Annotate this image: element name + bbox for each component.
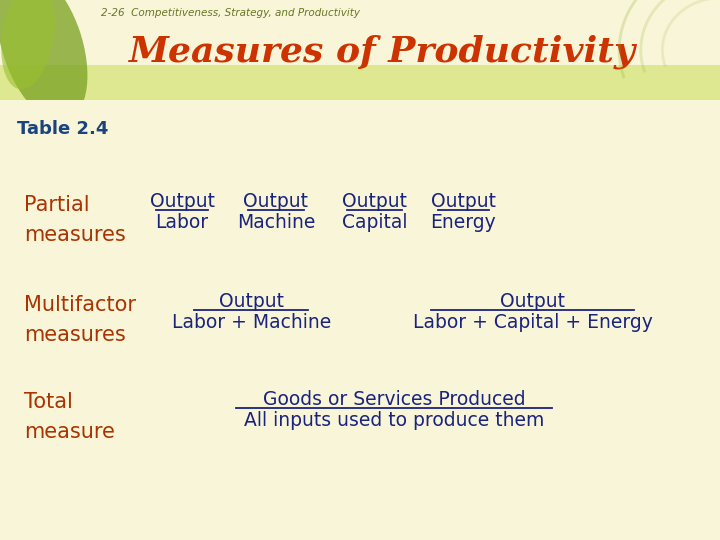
Text: measure: measure bbox=[24, 422, 115, 442]
Text: measures: measures bbox=[24, 325, 126, 345]
Text: Output: Output bbox=[150, 192, 215, 211]
Text: measures: measures bbox=[24, 225, 126, 245]
Text: Partial: Partial bbox=[24, 195, 90, 215]
Text: Output: Output bbox=[431, 192, 496, 211]
Text: Output: Output bbox=[500, 292, 565, 311]
Text: Multifactor: Multifactor bbox=[24, 295, 136, 315]
Text: Capital: Capital bbox=[342, 213, 408, 232]
Text: Labor + Capital + Energy: Labor + Capital + Energy bbox=[413, 313, 652, 332]
Text: Output: Output bbox=[219, 292, 284, 311]
Text: Total: Total bbox=[24, 392, 73, 412]
Text: Goods or Services Produced: Goods or Services Produced bbox=[263, 390, 526, 409]
Text: 2-26  Competitiveness, Strategy, and Productivity: 2-26 Competitiveness, Strategy, and Prod… bbox=[101, 8, 360, 18]
Text: Output: Output bbox=[243, 192, 308, 211]
Text: Measures of Productivity: Measures of Productivity bbox=[128, 35, 635, 69]
Text: Output: Output bbox=[342, 192, 407, 211]
Text: Labor: Labor bbox=[156, 213, 209, 232]
Text: Machine: Machine bbox=[237, 213, 315, 232]
Text: Table 2.4: Table 2.4 bbox=[17, 120, 109, 138]
Ellipse shape bbox=[1, 0, 55, 89]
Ellipse shape bbox=[0, 0, 87, 122]
Text: Energy: Energy bbox=[431, 213, 496, 232]
Text: Labor + Machine: Labor + Machine bbox=[171, 313, 330, 332]
Bar bbox=[0, 65, 720, 100]
Text: All inputs used to produce them: All inputs used to produce them bbox=[244, 411, 544, 430]
